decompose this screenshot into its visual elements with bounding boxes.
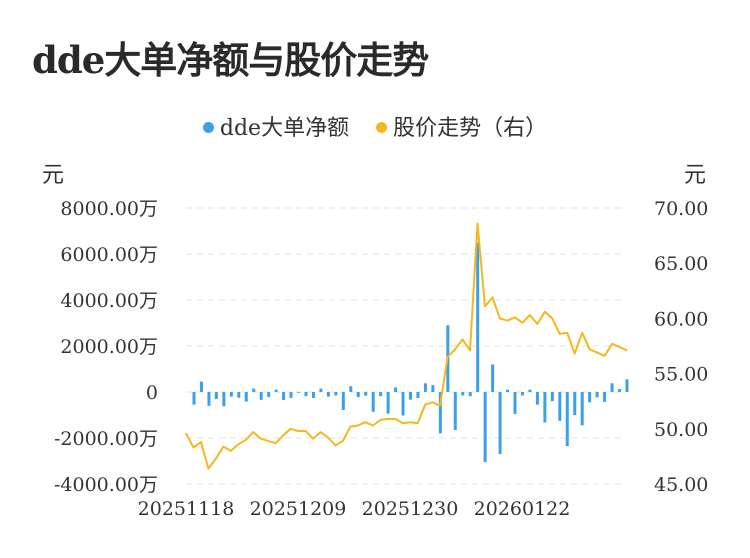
legend: dde大单净额 股价走势（右） [0, 110, 750, 142]
left-tick-label: 4000.00万 [60, 290, 158, 312]
dde-bar[interactable] [565, 392, 569, 447]
dde-bar[interactable] [229, 392, 233, 397]
left-axis-unit: 元 [42, 163, 65, 188]
x-tick-label: 20251209 [250, 498, 347, 520]
dde-bar[interactable] [580, 392, 584, 426]
x-tick-label: 20260122 [474, 498, 571, 520]
dde-bar[interactable] [535, 392, 539, 405]
right-axis-unit: 元 [684, 163, 707, 188]
dde-bar[interactable] [259, 392, 263, 400]
price-line[interactable] [185, 222, 628, 470]
dde-bar[interactable] [267, 392, 271, 398]
dde-bar[interactable] [289, 392, 293, 398]
dde-bar[interactable] [438, 392, 442, 434]
dde-bar[interactable] [192, 392, 196, 405]
dde-bar[interactable] [558, 392, 562, 421]
dde-bar[interactable] [319, 388, 323, 392]
dde-bar[interactable] [311, 392, 315, 398]
chart-title: dde大单净额与股价走势 [32, 38, 429, 82]
dde-bar[interactable] [603, 392, 607, 402]
legend-dot-dde [202, 122, 214, 133]
dde-bar[interactable] [282, 392, 286, 401]
dde-bar[interactable] [326, 392, 330, 397]
left-tick-label: -2000.00万 [54, 428, 158, 450]
dde-bar[interactable] [588, 392, 592, 403]
dde-bar[interactable] [468, 392, 472, 397]
dde-bar[interactable] [386, 392, 390, 414]
dde-bar[interactable] [595, 392, 599, 398]
dde-bar[interactable] [498, 392, 502, 455]
dde-bar[interactable] [349, 386, 353, 392]
right-tick-label: 60.00 [654, 308, 708, 330]
right-tick-label: 65.00 [654, 253, 708, 275]
dde-bar[interactable] [520, 392, 524, 396]
dde-bar[interactable] [244, 392, 248, 402]
dde-bar[interactable] [409, 392, 412, 400]
dde-bar[interactable] [513, 392, 517, 414]
dde-bar[interactable] [491, 364, 495, 392]
right-tick-label: 50.00 [654, 419, 708, 441]
right-tick-label: 45.00 [654, 474, 708, 496]
x-tick-label: 20251230 [362, 498, 459, 520]
right-tick-label: 70.00 [654, 198, 708, 220]
dde-bar[interactable] [297, 392, 301, 393]
legend-item-price[interactable]: 股价走势（右） [376, 110, 547, 142]
dde-bar[interactable] [550, 392, 554, 402]
legend-item-dde[interactable]: dde大单净额 [202, 110, 350, 142]
dde-bar[interactable] [341, 392, 345, 410]
legend-label-dde: dde大单净额 [219, 116, 350, 141]
dde-bar[interactable] [199, 381, 203, 392]
dde-bar[interactable] [453, 392, 457, 430]
dde-bar[interactable] [379, 392, 383, 397]
dde-bar[interactable] [573, 392, 577, 415]
dde-bar[interactable] [416, 392, 420, 398]
dde-bar[interactable] [461, 392, 465, 396]
dde-bar[interactable] [610, 383, 614, 392]
legend-dot-price [376, 122, 388, 133]
left-tick-label: 2000.00万 [60, 336, 158, 358]
left-tick-label: -4000.00万 [54, 474, 158, 496]
dde-bar[interactable] [423, 383, 427, 392]
dde-bar[interactable] [214, 392, 218, 399]
dde-bar[interactable] [364, 392, 368, 396]
dde-bar[interactable] [304, 392, 308, 397]
left-tick-label: 8000.00万 [60, 198, 158, 220]
dde-bar[interactable] [618, 389, 622, 392]
left-tick-label: 0 [146, 382, 158, 404]
dde-bar[interactable] [506, 389, 510, 392]
dde-bar[interactable] [543, 392, 547, 423]
dde-bar[interactable] [274, 389, 278, 392]
dde-bar[interactable] [252, 388, 256, 392]
dde-bar[interactable] [394, 387, 398, 392]
right-tick-label: 55.00 [654, 364, 708, 386]
dde-bar[interactable] [483, 392, 487, 463]
dde-bar[interactable] [625, 379, 629, 392]
dde-bar[interactable] [237, 392, 241, 398]
x-tick-label: 20251118 [138, 498, 235, 520]
dde-bar[interactable] [431, 385, 435, 392]
legend-label-price: 股价走势（右） [393, 116, 548, 141]
dde-bar[interactable] [356, 392, 360, 398]
left-tick-label: 6000.00万 [60, 244, 158, 266]
dde-bar[interactable] [207, 392, 211, 406]
dde-bar[interactable] [222, 392, 226, 407]
dde-bar[interactable] [401, 392, 405, 416]
dde-bar[interactable] [476, 242, 480, 393]
dde-bar[interactable] [528, 389, 532, 392]
dde-bar[interactable] [334, 392, 338, 396]
dde-bar[interactable] [371, 392, 375, 412]
